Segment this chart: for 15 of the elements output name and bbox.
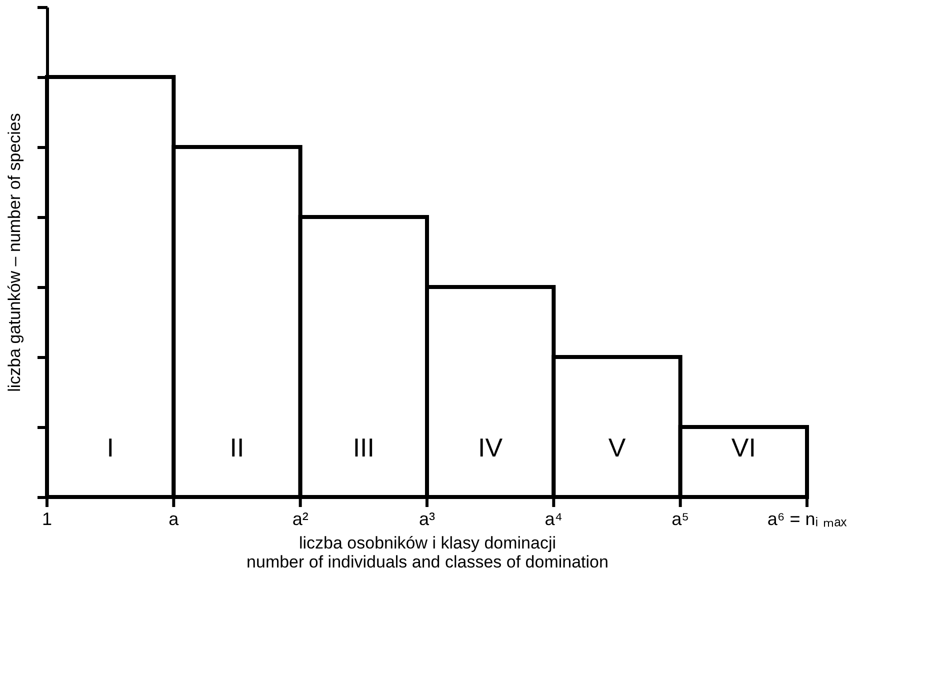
x-axis-title: liczba osobników i klasy dominacji number of individuals and classes of domination: [246, 534, 608, 572]
text: a⁶ = nᵢ ₘₐₓ: [767, 509, 847, 529]
text: a⁴: [544, 509, 563, 529]
text: 1: [42, 509, 52, 529]
x-tick-label: VI: [731, 432, 756, 462]
x-tick-label: V: [608, 432, 626, 462]
text: a³: [418, 509, 436, 529]
x-tick-label: I: [106, 432, 114, 462]
text: a: [168, 509, 180, 529]
text: a⁵: [672, 509, 690, 529]
y-axis-title: liczba gatunków – number of species: [5, 113, 24, 392]
text: a²: [292, 509, 308, 529]
x-tick-label: III: [352, 432, 375, 462]
x-tick-label: II: [230, 432, 244, 462]
x-tick-label: IV: [478, 432, 504, 462]
